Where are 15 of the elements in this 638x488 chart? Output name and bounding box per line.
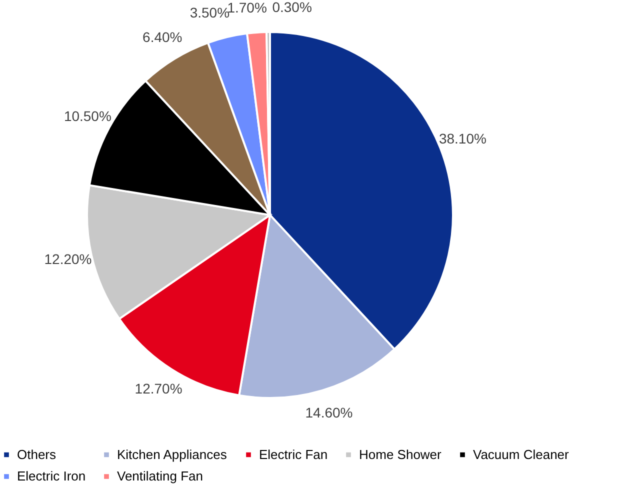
data-label: 38.10%	[438, 130, 486, 146]
data-label: 3.50%	[190, 4, 230, 21]
data-label: 0.30%	[272, 0, 312, 16]
legend-label: Electric Fan	[259, 446, 328, 462]
legend-label: Vacuum Cleaner	[473, 446, 570, 462]
legend-label: Kitchen Appliances	[117, 446, 228, 462]
data-label: 10.50%	[64, 108, 112, 124]
legend-label: Others	[17, 446, 57, 462]
data-label: 12.70%	[134, 380, 182, 396]
data-label: 6.40%	[142, 29, 182, 46]
legend-label: Home Shower	[359, 446, 442, 462]
data-label: 12.20%	[44, 251, 92, 268]
data-label: 14.60%	[305, 404, 353, 420]
legend-label: Electric Iron	[17, 468, 86, 484]
legend-label: Ventilating Fan	[117, 468, 204, 484]
